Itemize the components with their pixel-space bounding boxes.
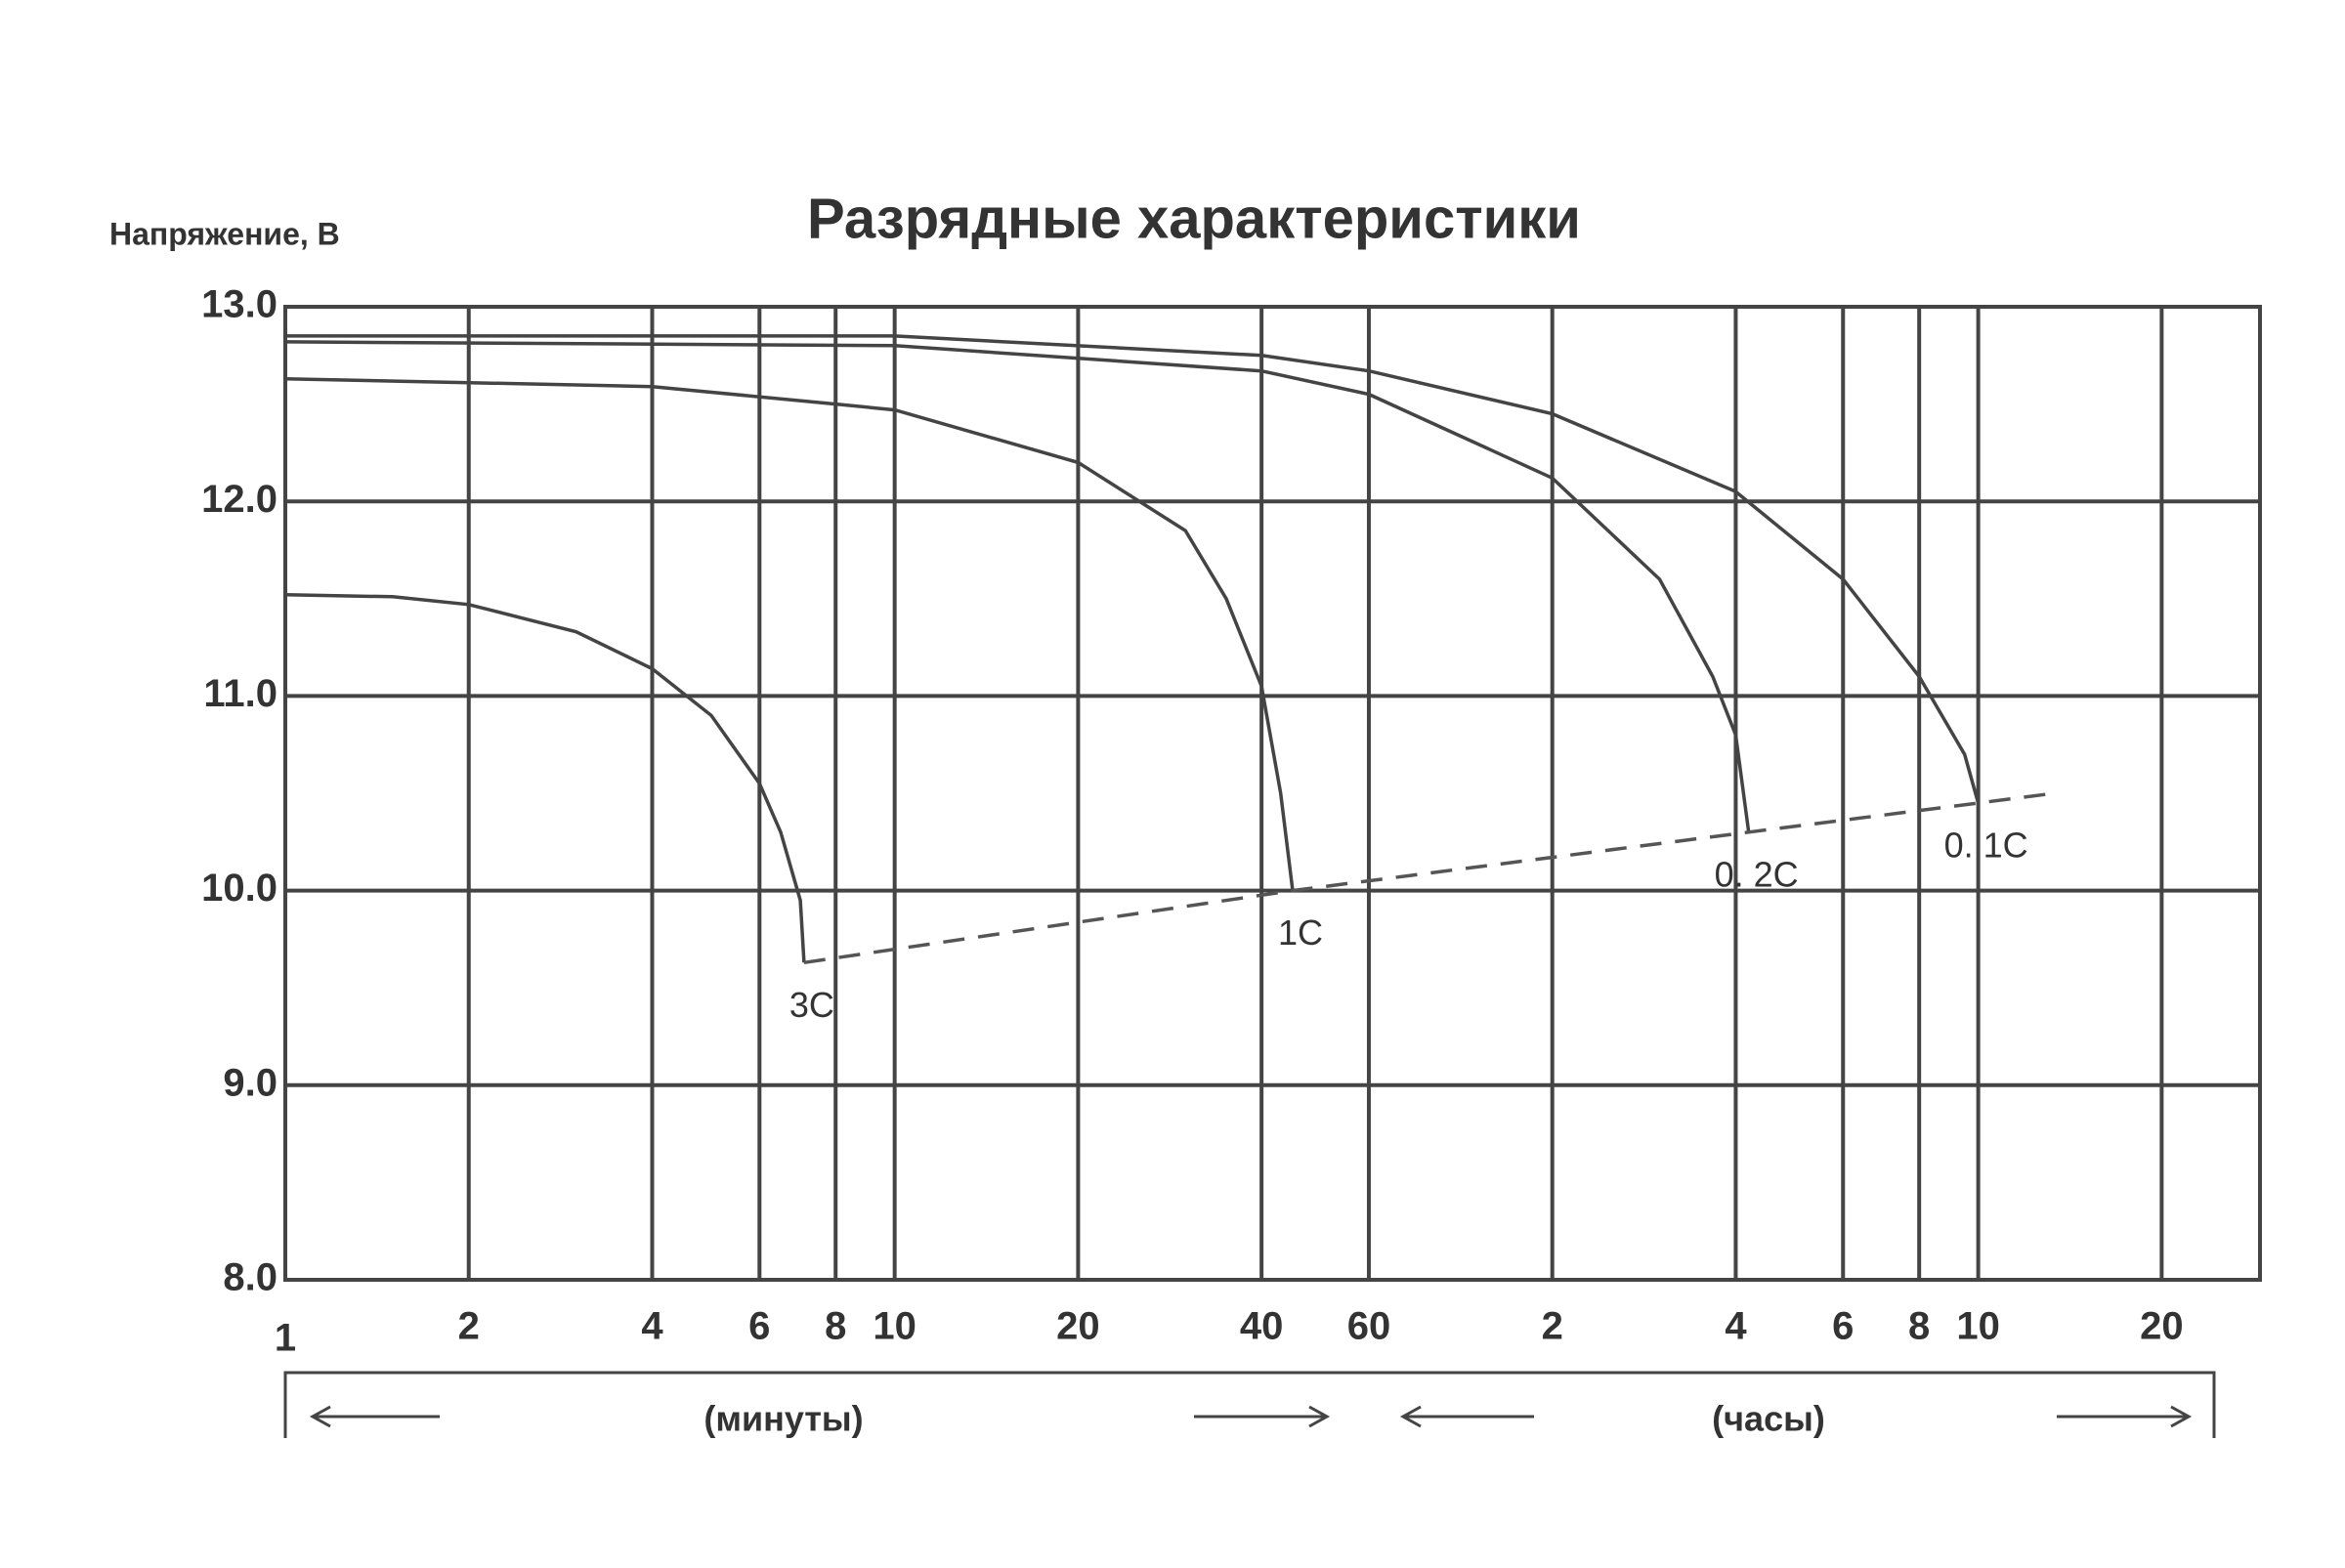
x-tick-label: 6 — [1832, 1305, 1854, 1348]
line-series — [284, 593, 806, 963]
annotation: (часы) — [1712, 1399, 1825, 1439]
arrow-head — [2170, 1405, 2193, 1428]
x-tick-label: 60 — [1347, 1305, 1391, 1348]
series-label: 0. 2C — [1715, 854, 1799, 894]
y-tick-label: 12.0 — [201, 478, 277, 521]
y-tick-label: 11.0 — [203, 672, 277, 715]
x-tick-label: 2 — [1542, 1305, 1563, 1348]
chart-title: Разрядные характеристики — [807, 187, 1581, 250]
arrow-head — [309, 1405, 331, 1428]
y-tick-label: 9.0 — [223, 1061, 277, 1104]
plot-border — [283, 305, 2262, 1282]
x-tick-label: 8 — [1908, 1305, 1930, 1348]
y-tick-label: 10.0 — [201, 867, 277, 910]
x-tick-label: 20 — [1056, 1305, 1100, 1348]
x-tick-label: 2 — [458, 1305, 480, 1348]
x-tick-label: 8 — [825, 1305, 846, 1348]
x-tick-label: 20 — [2140, 1305, 2184, 1348]
arrow-head — [1308, 1405, 1331, 1428]
line-series — [285, 334, 1981, 804]
y-axis-label: Напряжение, В — [109, 216, 340, 251]
series-label: 0. 1C — [1944, 825, 2028, 865]
x-tick-label: 10 — [1956, 1305, 2000, 1348]
x-tick-label: 6 — [748, 1305, 770, 1348]
x-tick-label: 4 — [641, 1305, 663, 1348]
x-tick-label: 40 — [1240, 1305, 1284, 1348]
arrow-head — [1399, 1405, 1422, 1428]
bracket-line — [283, 1371, 2216, 1438]
annotation: (минуты) — [704, 1399, 863, 1439]
x-tick-label: 1 — [275, 1317, 296, 1360]
series-label: 1C — [1278, 912, 1323, 953]
cutoff-line — [803, 791, 2055, 965]
series-label: 3C — [789, 985, 834, 1025]
x-tick-label: 4 — [1725, 1305, 1747, 1348]
line-series — [284, 376, 1295, 891]
bracket — [283, 1371, 2216, 1438]
x-tick-label: 10 — [873, 1305, 917, 1348]
y-tick-label: 8.0 — [223, 1256, 277, 1299]
y-tick-label: 13.0 — [201, 283, 277, 326]
line-series — [284, 340, 1751, 833]
